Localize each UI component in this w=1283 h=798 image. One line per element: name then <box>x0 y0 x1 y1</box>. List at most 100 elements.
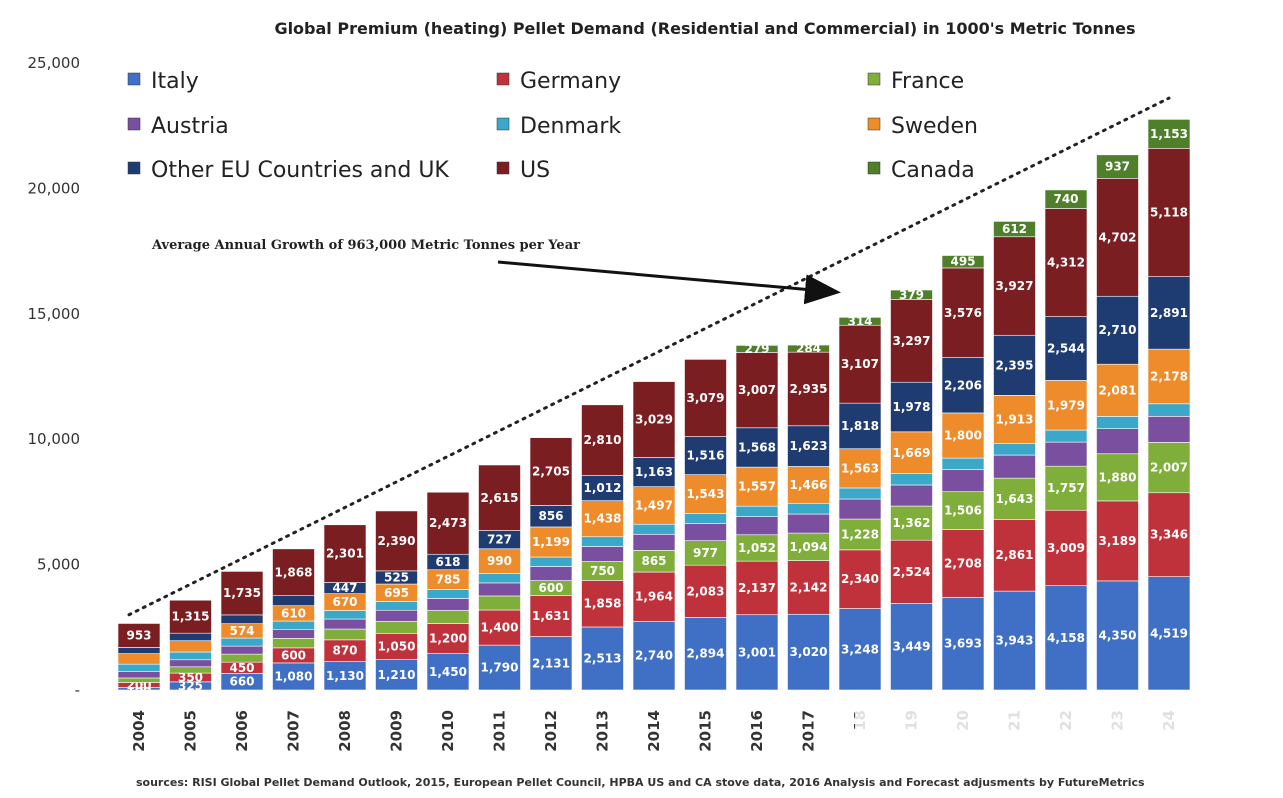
data-label: 1,858 <box>584 597 622 611</box>
legend-item: Austria <box>127 114 229 139</box>
data-label: 1,880 <box>1099 470 1137 484</box>
bar-segment <box>323 610 367 620</box>
legend-label: Other EU Countries and UK <box>151 158 449 183</box>
data-label: 1,868 <box>275 565 313 579</box>
bar-segment <box>272 620 315 630</box>
bar-stack: 3,449 2,524 1,362 1,669 1,978 3,297 379 <box>890 288 933 691</box>
bar-segment <box>426 623 470 654</box>
x-tick-label: 2009 <box>388 710 406 752</box>
x-tick-label: 2017 <box>800 710 818 752</box>
bar-segment <box>1044 208 1088 317</box>
data-label: 1,228 <box>841 527 879 541</box>
legend-swatch <box>127 117 141 131</box>
bar-segment <box>220 571 264 616</box>
legend: Italy Germany France Austria Denmark Sweden Ot… <box>127 69 978 183</box>
data-label: 1,790 <box>481 661 519 675</box>
data-label: 2,524 <box>893 565 931 579</box>
bar-stack: 2,131 1,631 600 1,199 856 2,705 <box>529 437 573 691</box>
data-label: 2,935 <box>790 382 828 396</box>
data-label: 1,438 <box>584 512 622 526</box>
bar-segment <box>1096 428 1139 455</box>
bar-segment <box>632 620 676 691</box>
legend-label: France <box>891 69 964 94</box>
legend-swatch <box>867 117 881 131</box>
data-label: 447 <box>332 581 357 595</box>
data-label: 1,130 <box>326 669 364 683</box>
data-label: 3,297 <box>893 334 931 348</box>
data-label: 2,705 <box>532 465 570 479</box>
bar-segment <box>787 532 830 561</box>
bar-segment <box>478 595 521 611</box>
legend-item: Germany <box>496 69 621 94</box>
bar-segment <box>1147 403 1191 417</box>
bar-segment <box>993 477 1036 520</box>
legend-swatch <box>127 161 141 175</box>
data-label: 1,506 <box>944 504 982 518</box>
bar-segment <box>529 556 573 567</box>
bar-segment <box>375 601 418 611</box>
bar-segment <box>1044 465 1088 511</box>
bar-segment <box>375 620 418 634</box>
data-label: 2,081 <box>1099 383 1137 397</box>
data-label: 1,631 <box>532 609 570 623</box>
data-label: 727 <box>487 533 512 547</box>
bar-segment <box>838 549 882 609</box>
bar-segment <box>838 402 882 450</box>
data-label: 3,693 <box>944 637 982 651</box>
bar-segment <box>426 491 470 555</box>
bar-segment <box>993 590 1036 691</box>
data-label: 525 <box>384 570 409 584</box>
legend-label: Italy <box>151 69 199 94</box>
bar-segment <box>735 516 779 536</box>
bar-segment <box>272 638 315 649</box>
bar-segment <box>117 663 161 672</box>
bar-segment <box>581 626 624 691</box>
legend-label: Denmark <box>520 114 621 139</box>
data-label: 3,248 <box>841 642 879 656</box>
data-label: 1,052 <box>738 541 776 555</box>
bar-segment <box>581 580 624 628</box>
data-label: 3,029 <box>635 413 673 427</box>
x-tick-label: 2010 <box>439 710 457 752</box>
data-label: 740 <box>1053 192 1078 206</box>
y-tick-label: 5,000 <box>37 556 80 574</box>
data-label: 2,708 <box>944 556 982 570</box>
data-label: 1,557 <box>738 480 776 494</box>
bar-segment <box>581 404 624 476</box>
bar-segment <box>478 573 521 584</box>
data-label: 1,669 <box>893 446 931 460</box>
bar-segment <box>941 597 985 691</box>
bar-segment <box>735 352 779 429</box>
data-label: 1,757 <box>1047 481 1085 495</box>
data-label: 3,449 <box>893 640 931 654</box>
legend-swatch <box>867 72 881 86</box>
data-label: 3,189 <box>1099 534 1137 548</box>
bar-segment <box>993 395 1036 444</box>
bar-segment <box>890 431 933 474</box>
data-label: 1,497 <box>635 498 673 512</box>
bar-segment <box>117 677 161 683</box>
legend-item: Denmark <box>496 114 621 139</box>
bar-segment <box>993 519 1036 592</box>
legend-swatch <box>496 117 510 131</box>
bar-segment <box>1147 276 1191 350</box>
data-label: 1,199 <box>532 535 570 549</box>
bar-segment <box>941 267 985 358</box>
chart-title: Global Premium (heating) Pellet Demand (… <box>274 19 1135 38</box>
bar-segment <box>890 289 933 300</box>
data-label: 870 <box>332 644 357 658</box>
x-tick-label: 2013 <box>594 710 612 752</box>
data-label: 2,710 <box>1099 323 1137 337</box>
bar-segment <box>787 466 830 504</box>
data-label: 1,516 <box>687 449 725 463</box>
bar-segment <box>787 502 830 515</box>
bar-segment <box>169 599 212 634</box>
data-label: 1,315 <box>172 610 210 624</box>
data-label: 2,740 <box>635 649 673 663</box>
data-label: 1,450 <box>429 665 467 679</box>
legend-label: Sweden <box>891 114 978 139</box>
x-tick-label: 2008 <box>336 710 354 752</box>
source-note: sources: RISI Global Pellet Demand Outlo… <box>136 776 1145 789</box>
